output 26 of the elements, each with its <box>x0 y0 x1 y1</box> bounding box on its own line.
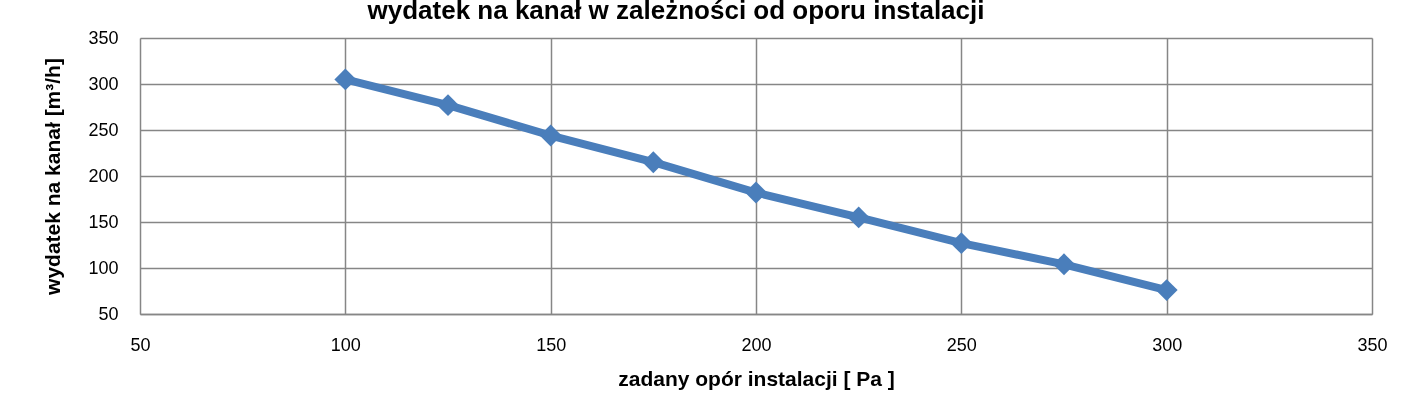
x-tick-label: 200 <box>741 334 772 355</box>
point <box>437 94 459 117</box>
x-tick-label: 300 <box>1152 334 1183 355</box>
y-tick-label: 300 <box>88 73 119 94</box>
point <box>745 181 767 204</box>
point <box>1155 279 1178 302</box>
point <box>847 206 870 229</box>
x-tick-label: 150 <box>536 334 567 355</box>
point <box>950 232 973 255</box>
point <box>1053 253 1075 276</box>
x-tick-label: 350 <box>1357 334 1388 355</box>
x-axis-title: zadany opór instalacji [ Pa ] <box>618 366 895 390</box>
y-tick-label: 250 <box>88 119 119 140</box>
y-tick-label: 150 <box>88 211 119 232</box>
point <box>642 151 665 174</box>
point <box>334 68 357 91</box>
y-tick-label: 200 <box>88 165 119 186</box>
y-tick-label: 50 <box>98 303 119 324</box>
point <box>539 124 562 147</box>
y-tick-label: 100 <box>88 257 119 278</box>
x-tick-label: 100 <box>330 334 361 355</box>
chart-title: wydatek na kanał w zależności od oporu instalacji <box>366 0 985 25</box>
x-tick-label: 250 <box>946 334 977 355</box>
y-axis-title: wydatek na kanał [m³/h] <box>41 58 65 296</box>
x-tick-label: 50 <box>130 334 151 355</box>
y-tick-label: 350 <box>88 27 119 48</box>
